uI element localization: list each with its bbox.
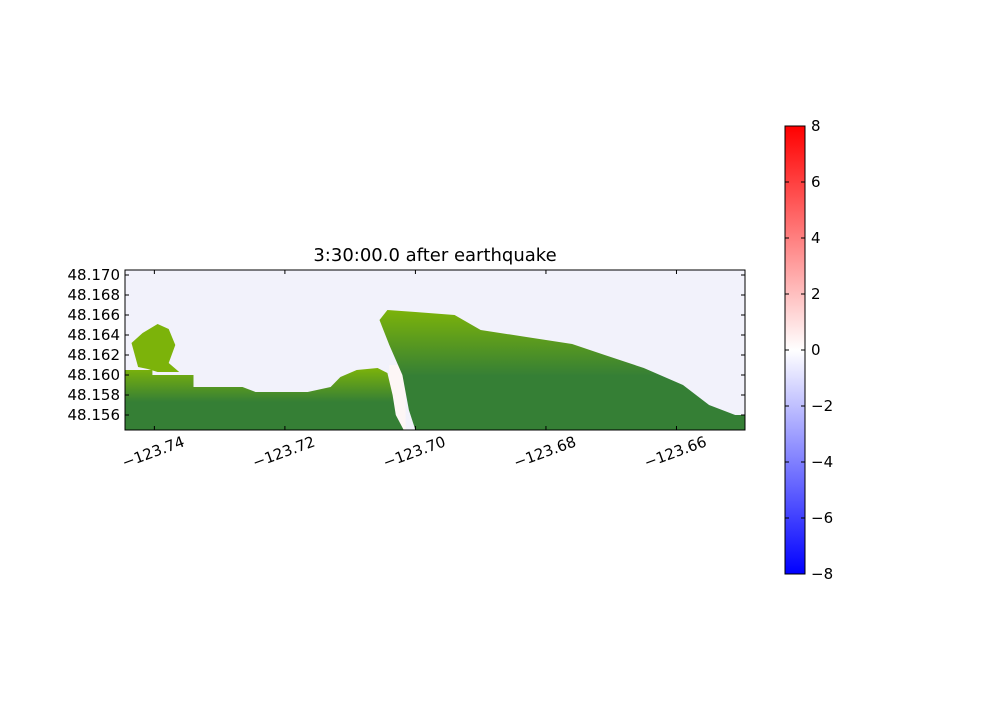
y-tick-label: 48.158 bbox=[68, 386, 121, 404]
y-tick-label: 48.170 bbox=[68, 266, 121, 284]
x-tick-label: −123.68 bbox=[511, 433, 578, 472]
y-tick-label: 48.162 bbox=[68, 346, 121, 364]
colorbar-tick-label: 4 bbox=[811, 229, 821, 247]
colorbar-tick-label: 6 bbox=[811, 173, 821, 191]
x-tick-label: −123.74 bbox=[120, 433, 187, 472]
y-tick-label: 48.166 bbox=[68, 306, 121, 324]
colorbar-tick-label: 2 bbox=[811, 285, 821, 303]
y-tick-label: 48.168 bbox=[68, 286, 121, 304]
colorbar-tick-label: −2 bbox=[811, 397, 833, 415]
plot-frame bbox=[124, 269, 746, 431]
colorbar-tick-label: −8 bbox=[811, 565, 833, 583]
x-tick-label: −123.66 bbox=[642, 433, 709, 472]
land-spit bbox=[131, 324, 180, 372]
land-east bbox=[379, 310, 745, 430]
colorbar-tick-label: 0 bbox=[811, 341, 821, 359]
x-tick-label: −123.72 bbox=[250, 433, 317, 472]
y-tick-label: 48.160 bbox=[68, 366, 121, 384]
land-west bbox=[125, 368, 404, 430]
plot-area bbox=[125, 270, 745, 430]
colorbar: 8 6 4 2 0 −2 −4 −6 −8 bbox=[784, 117, 833, 583]
chart-title: 3:30:00.0 after earthquake bbox=[313, 245, 557, 266]
y-tick-label: 48.164 bbox=[68, 326, 121, 344]
colorbar-tick-label: −6 bbox=[811, 509, 833, 527]
y-tick-label: 48.156 bbox=[68, 406, 121, 424]
x-tick-label: −123.70 bbox=[381, 433, 448, 472]
colorbar-tick-label: 8 bbox=[811, 117, 821, 135]
colorbar-tick-label: −4 bbox=[811, 453, 833, 471]
